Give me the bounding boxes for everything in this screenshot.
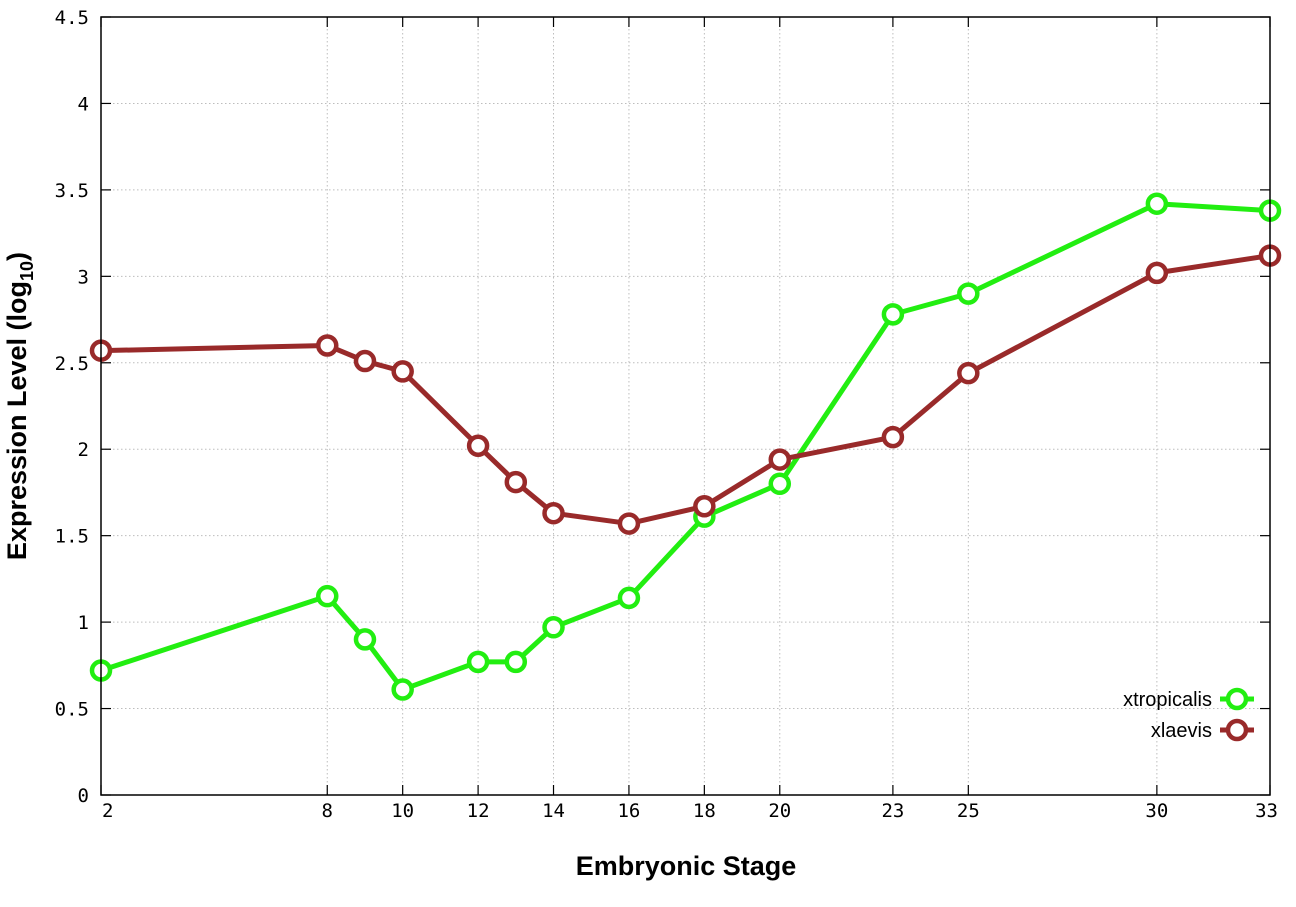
y-tick-label: 0 (78, 785, 89, 807)
x-tick-label: 16 (617, 800, 640, 822)
legend-label-xtropicalis: xtropicalis (1123, 689, 1212, 711)
y-axis-title-subscript: 10 (17, 261, 37, 281)
x-tick-label: 12 (467, 800, 490, 822)
x-tick-label: 14 (542, 800, 565, 822)
x-tick-label: 25 (957, 800, 980, 822)
x-tick-label: 23 (881, 800, 904, 822)
y-tick-label: 4 (78, 93, 89, 115)
y-tick-label: 3.5 (55, 180, 89, 202)
y-tick-label: 2.5 (55, 353, 89, 375)
y-tick-label: 1 (78, 612, 89, 634)
y-axis-title-close: ) (2, 252, 32, 261)
data-point-xlaevis (353, 349, 377, 373)
y-tick-label: 0.5 (55, 699, 89, 721)
data-point-xtropicalis (881, 303, 905, 326)
data-point-xlaevis (957, 361, 980, 385)
legend-marker-xlaevis (1225, 718, 1249, 742)
data-point-xtropicalis (617, 586, 641, 610)
x-tick-label: 2 (102, 800, 113, 822)
data-point-xtropicalis (768, 472, 792, 496)
y-tick-label: 3 (78, 266, 89, 288)
data-point-xlaevis (617, 512, 641, 535)
data-point-xtropicalis (504, 650, 528, 674)
legend: xtropicalis xlaevis (1123, 687, 1254, 742)
data-point-xlaevis (504, 470, 528, 494)
data-point-xtropicalis (316, 584, 339, 608)
x-tick-label: 8 (322, 800, 333, 822)
data-point-xlaevis (466, 434, 490, 458)
data-point-xlaevis (881, 425, 905, 449)
legend-label-xlaevis: xlaevis (1151, 720, 1212, 742)
data-point-xlaevis (1145, 261, 1169, 285)
data-point-xtropicalis (957, 282, 980, 305)
y-tick-label: 2 (78, 439, 89, 461)
data-point-xlaevis (693, 495, 716, 518)
data-point-xtropicalis (466, 650, 490, 674)
data-point-xlaevis (768, 448, 792, 471)
tick-labels: 0 0.5 1 1.5 2 2.5 3 3.5 4 4.5 2 8 10 12 14 16 18 20 23 25 30… (55, 7, 1278, 822)
y-tick-label: 1.5 (55, 526, 89, 548)
x-tick-label: 20 (768, 800, 791, 822)
data-point-xlaevis (542, 501, 565, 525)
data-point-xtropicalis (1145, 192, 1169, 215)
plot-frame (100, 16, 1271, 796)
x-tick-label: 18 (693, 800, 716, 822)
legend-marker-xtropicalis (1225, 687, 1249, 711)
y-axis-title: Expression Level (log10) (2, 252, 37, 560)
data-point-xtropicalis (542, 616, 565, 639)
x-tick-label: 30 (1145, 800, 1168, 822)
x-tick-label: 33 (1255, 800, 1278, 822)
data-point-xlaevis (316, 334, 339, 357)
data-point-xtropicalis (353, 628, 377, 651)
y-tick-label: 4.5 (55, 7, 89, 29)
data-point-xlaevis (391, 360, 414, 383)
y-axis-title-main: Expression Level (log (2, 281, 32, 560)
data-point-xtropicalis (391, 678, 414, 701)
x-tick-label: 10 (391, 800, 414, 822)
x-axis-title: Embryonic Stage (576, 851, 797, 881)
